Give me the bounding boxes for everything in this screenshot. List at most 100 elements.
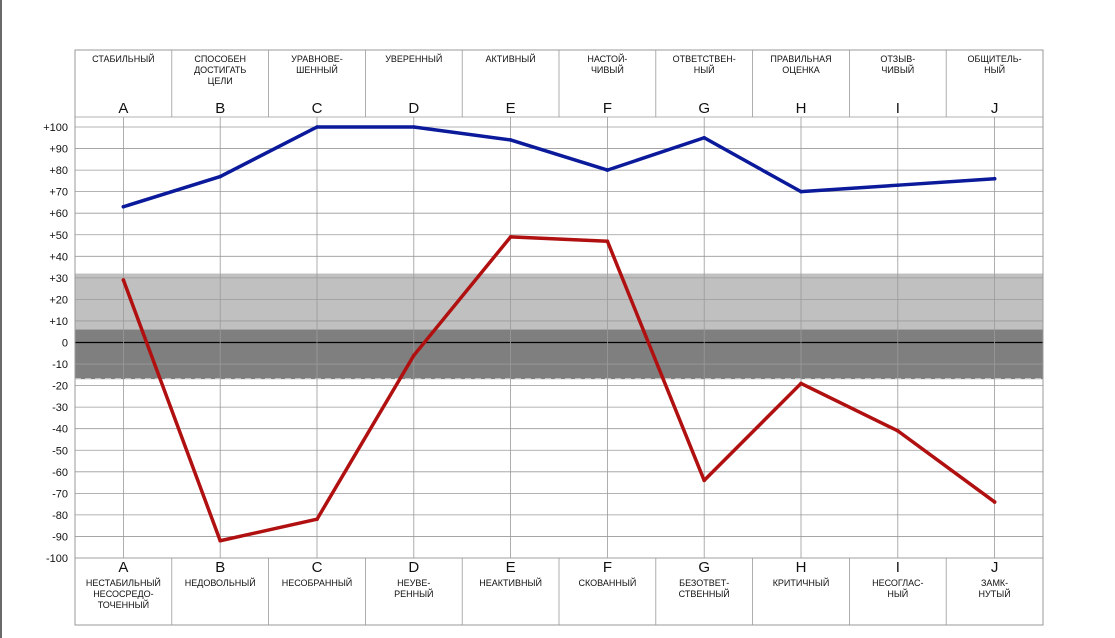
y-tick-label: +40	[49, 251, 68, 263]
negative-trait-label: НЕСОГЛАС-	[872, 578, 923, 588]
y-tick-label: -60	[52, 467, 68, 479]
column-letter-bottom: F	[603, 559, 612, 576]
y-tick-label: +100	[43, 122, 68, 134]
column-letter-bottom: E	[506, 559, 516, 576]
negative-trait-label: НУТЫЙ	[979, 588, 1011, 599]
column-letter-bottom: D	[408, 559, 419, 576]
series-0-point	[121, 204, 126, 209]
positive-trait-label: ОТВЕТСТВЕН-	[673, 54, 736, 64]
column-letter-bottom: I	[896, 559, 900, 576]
y-tick-label: -80	[52, 510, 68, 522]
column-letter-bottom: G	[698, 559, 710, 576]
positive-trait-label: АКТИВНЫЙ	[486, 53, 536, 64]
chart-frame	[74, 49, 1044, 626]
y-tick-label: -10	[52, 359, 68, 371]
y-tick-label: +60	[49, 208, 68, 220]
y-tick-label: -90	[52, 531, 68, 543]
column-letter-top: I	[896, 100, 900, 117]
series-0-point	[508, 138, 513, 142]
negative-trait-label: ЗАМК-	[981, 578, 1008, 588]
positive-trait-label: ПРАВИЛЬНАЯ	[770, 54, 831, 64]
series-1-point	[412, 353, 416, 358]
column-letter-top: C	[312, 100, 323, 117]
positive-trait-label: ЧИВЫЙ	[591, 64, 624, 75]
column-letter-top: A	[118, 100, 128, 117]
series-1-point	[605, 239, 610, 244]
negative-trait-label: НЕАКТИВНЫЙ	[479, 577, 542, 588]
positive-trait-label: СПОСОБЕН	[194, 54, 246, 64]
column-letter-bottom: H	[796, 559, 807, 576]
series-0-point	[702, 135, 706, 140]
series-1-point	[992, 500, 997, 504]
column-letter-bottom: B	[215, 559, 225, 576]
y-tick-label: +70	[49, 187, 68, 199]
column-letter-top: B	[215, 100, 225, 117]
column-letter-top: D	[408, 100, 419, 117]
y-tick-label: -20	[52, 381, 68, 393]
positive-trait-label: УРАВНОВЕ-	[291, 54, 343, 64]
series-line-1	[121, 235, 997, 543]
column-letter-top: H	[796, 100, 807, 117]
positive-trait-label: ДОСТИГАТЬ	[194, 65, 246, 75]
series-0-point	[412, 125, 416, 129]
negative-trait-label: НЕСОСРЕДО-	[93, 589, 153, 599]
negative-trait-label: НЫЙ	[887, 588, 908, 599]
neutral-band-1	[75, 329, 1043, 380]
negative-trait-label: КРИТИЧНЫЙ	[773, 577, 830, 588]
series-1-point	[218, 538, 222, 543]
positive-trait-label: ШЕННЫЙ	[296, 64, 338, 75]
y-tick-label: +10	[49, 316, 68, 328]
y-tick-label: +20	[49, 294, 68, 306]
series-1-point	[315, 517, 319, 522]
positive-trait-label: ОЦЕНКА	[782, 65, 819, 75]
y-tick-label: -50	[52, 445, 68, 457]
series-0-point	[992, 176, 997, 181]
window-left-border	[0, 0, 2, 638]
negative-trait-label: НЕСОБРАННЫЙ	[282, 577, 353, 588]
negative-trait-label: СКОВАННЫЙ	[579, 577, 637, 588]
positive-trait-label: ОБЩИТЕЛЬ-	[968, 54, 1022, 64]
series-0-point	[218, 174, 222, 179]
negative-trait-label: РЕННЫЙ	[394, 588, 433, 599]
positive-trait-label: ЧИВЫЙ	[881, 64, 914, 75]
series-0-point	[605, 168, 610, 172]
negative-trait-label: ТОЧЕННЫЙ	[98, 599, 149, 610]
positive-trait-label: УВЕРЕННЫЙ	[385, 53, 442, 64]
y-tick-label: -30	[52, 402, 68, 414]
series-1-point	[702, 478, 706, 483]
y-tick-label: +30	[49, 273, 68, 285]
column-letter-top: E	[506, 100, 516, 117]
positive-trait-label: СТАБИЛЬНЫЙ	[92, 53, 155, 64]
series-0-point	[799, 189, 803, 194]
y-tick-label: +90	[49, 144, 68, 156]
column-letter-top: J	[991, 100, 999, 117]
series-1-point	[799, 381, 803, 386]
positive-trait-label: ЦЕЛИ	[208, 76, 233, 86]
y-tick-label: -70	[52, 488, 68, 500]
negative-trait-label: БЕЗОТВЕТ-	[679, 578, 729, 588]
negative-trait-label: СТВЕННЫЙ	[679, 588, 730, 599]
y-tick-label: -40	[52, 424, 68, 436]
negative-trait-label: НЕСТАБИЛЬНЫЙ	[86, 577, 161, 588]
positive-trait-label: НЫЙ	[694, 64, 715, 75]
column-letter-bottom: J	[991, 559, 999, 576]
positive-trait-label: НАСТОЙ-	[587, 53, 627, 64]
series-1-point	[896, 429, 900, 433]
negative-trait-label: НЕУВЕ-	[397, 578, 430, 588]
series-1-point	[121, 278, 126, 282]
series-1-point	[508, 235, 513, 239]
series-0-point	[315, 125, 319, 129]
series-0-point	[896, 183, 900, 187]
series-line-0	[121, 125, 997, 209]
positive-trait-label: НЫЙ	[984, 64, 1005, 75]
y-tick-label: -100	[46, 553, 68, 565]
positive-trait-label: ОТЗЫВ-	[880, 54, 915, 64]
column-letter-bottom: C	[312, 559, 323, 576]
column-letter-top: F	[603, 100, 612, 117]
y-tick-label: +50	[49, 230, 68, 242]
negative-trait-label: НЕДОВОЛЬНЫЙ	[185, 577, 256, 588]
column-letter-bottom: A	[118, 559, 128, 576]
y-tick-label: +80	[49, 165, 68, 177]
column-letter-top: G	[698, 100, 710, 117]
